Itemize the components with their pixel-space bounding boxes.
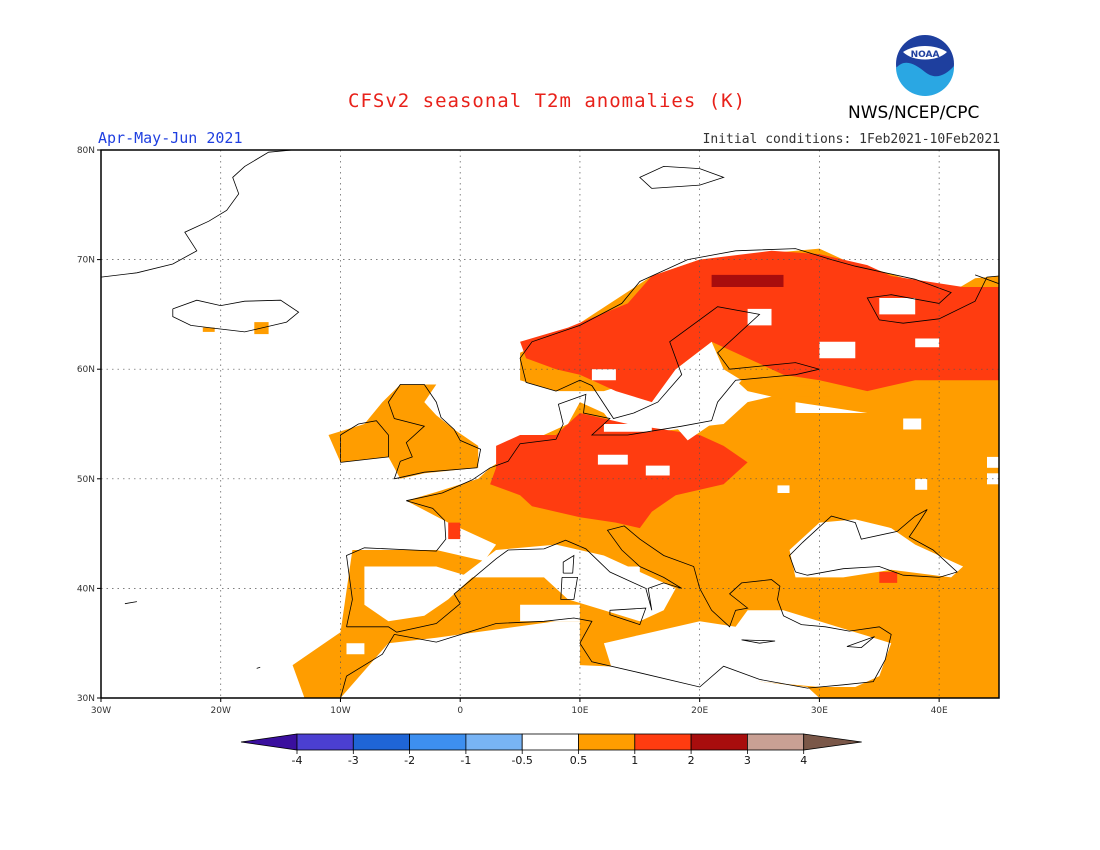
neutral-region-ukraine-east	[915, 478, 928, 490]
sicily-coast	[609, 607, 647, 626]
corsica-coast	[562, 554, 575, 574]
neutral-region-white-sea	[879, 298, 916, 315]
neutral-region-black-sea	[789, 519, 964, 578]
lat-tick-label: 50N	[77, 475, 95, 485]
initial-conditions: Initial conditions: 1Feb2021-10Feb2021	[702, 132, 1000, 147]
neutral-region-med-south	[520, 604, 580, 622]
crete-coast	[741, 639, 776, 644]
lon-tick-label: 10E	[571, 706, 588, 716]
map-frame	[100, 149, 1000, 699]
map-title: CFSv2 seasonal T2m anomalies (K)	[348, 90, 747, 112]
agency-label: NWS/NCEP/CPC	[848, 103, 980, 123]
neutral-region-baltic-sea	[663, 369, 742, 441]
anomaly-region-0p5-to-1-baltic	[795, 385, 832, 397]
forecast-period: Apr-May-Jun 2021	[98, 129, 243, 147]
anomaly-shading	[202, 248, 999, 698]
anomaly-region-1-to-2-france	[448, 522, 461, 540]
neutral-region-poland	[645, 465, 670, 476]
anomaly-region-2-to-3	[711, 274, 784, 287]
neutral-region-tunisia-b	[568, 643, 580, 660]
anomaly-region-iceland-a	[202, 327, 215, 332]
lat-tick-label: 70N	[77, 256, 95, 266]
iceland-coast	[172, 299, 300, 333]
neutral-region-russia	[915, 338, 940, 348]
neutral-region-tunisia	[615, 648, 640, 671]
lon-tick-label: 10W	[330, 706, 350, 716]
neutral-region-ukraine-west	[777, 485, 790, 493]
lat-tick-label: 60N	[77, 365, 95, 375]
svalbard-hint	[639, 165, 725, 189]
neutral-region-morocco	[424, 647, 461, 660]
graticule	[101, 150, 999, 698]
lon-tick-label: 20W	[211, 706, 231, 716]
neutral-region-italy	[621, 566, 640, 583]
britain-coast	[387, 384, 482, 480]
lat-tick-label: 30N	[77, 694, 95, 704]
lon-tick-label: 0	[457, 706, 463, 716]
novaya-zemlya-hint	[974, 274, 999, 285]
neutral-region-ladoga	[819, 341, 856, 359]
neutral-region-volga	[987, 456, 999, 468]
neutral-region-atlantic	[346, 643, 365, 655]
continental-coast	[346, 248, 999, 627]
anomaly-region-0p5-to-1	[292, 391, 999, 698]
neutral-region-sweden	[591, 369, 616, 381]
ireland-coast	[340, 420, 389, 463]
madeira-hint	[256, 666, 261, 669]
neutral-region-moscow	[903, 418, 922, 430]
canary-hint	[269, 714, 275, 717]
lon-tick-label: 30W	[91, 706, 111, 716]
neutral-region-finland	[747, 308, 772, 326]
cyprus-coast	[846, 636, 875, 649]
lat-tick-label: 80N	[77, 146, 95, 156]
axis-ticks: 30W 20W 10W 0 10E 20E 30E 40E 30N 40N 50N 60N 70N 80N	[77, 146, 948, 716]
greenland-coast	[101, 150, 293, 278]
neutral-region-iberia	[364, 566, 473, 622]
lat-tick-label: 40N	[77, 584, 95, 594]
azores-hint	[124, 601, 137, 605]
coastlines	[101, 150, 999, 717]
anomaly-region-britain-ireland	[328, 384, 479, 479]
mediterranean-coast	[340, 525, 892, 698]
lon-tick-label: 40E	[931, 706, 948, 716]
anomaly-region-1-to-2-central	[490, 413, 748, 529]
anomaly-region-1-to-2-turkey	[879, 572, 898, 583]
lon-tick-label: 20E	[691, 706, 708, 716]
neutral-region-south-baltic	[603, 424, 652, 432]
anomaly-region-1-to-2-north	[520, 250, 999, 403]
black-sea-coast	[789, 509, 958, 578]
neutral-region-germany	[597, 454, 628, 465]
lon-tick-label: 30E	[811, 706, 828, 716]
italy-islands	[560, 577, 578, 600]
caspian-coast	[998, 566, 999, 568]
neutral-region-western-med	[460, 544, 676, 622]
